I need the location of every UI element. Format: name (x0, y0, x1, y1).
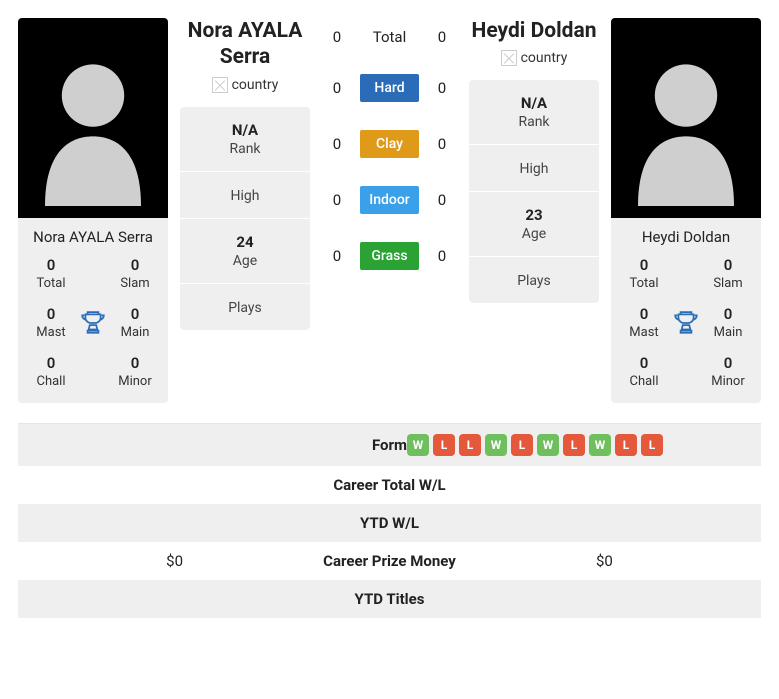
player1-photo (18, 18, 168, 218)
p1-career-prize: $0 (26, 552, 323, 570)
player1-info: Nora AYALA Serra country N/ARank High 24… (180, 18, 310, 330)
h2h-clay-right: 0 (427, 135, 457, 153)
row-ytd-wl-label: YTD W/L (360, 514, 419, 532)
h2h-indoor-right: 0 (427, 191, 457, 209)
p2-titles-slam: 0Slam (701, 256, 755, 291)
p1-age: 24Age (180, 218, 310, 283)
h2h-grass-left: 0 (322, 247, 352, 265)
p2-high: High (469, 144, 599, 191)
p2-titles-mast: 0Mast (617, 305, 671, 340)
p2-titles-minor: 0Minor (701, 354, 755, 389)
h2h-hard-right: 0 (427, 79, 457, 97)
p2-titles-chall: 0Chall (617, 354, 671, 389)
form-badge[interactable]: L (641, 434, 663, 456)
p1-titles-main: 0Main (108, 305, 162, 340)
p1-titles-minor: 0Minor (108, 354, 162, 389)
player1-card: Nora AYALA Serra 0Total 0Slam 0Mast 0Mai… (18, 18, 168, 403)
player2-info: Heydi Doldan country N/ARank High 23Age … (469, 18, 599, 303)
p2-plays: Plays (469, 256, 599, 303)
player1-country: country (180, 77, 310, 93)
h2h-column: 0 Total 0 0 Hard 0 0 Clay 0 0 Indoor 0 0 (322, 18, 457, 298)
form-badge[interactable]: L (511, 434, 533, 456)
p1-high: High (180, 171, 310, 218)
h2h-clay-left: 0 (322, 135, 352, 153)
form-badge[interactable]: L (459, 434, 481, 456)
compare-table: Form WLLWLWLWLL Career Total W/L YTD W/L… (18, 423, 761, 618)
player1-heading[interactable]: Nora AYALA Serra (180, 18, 310, 71)
form-badge[interactable]: W (537, 434, 559, 456)
surface-grass[interactable]: Grass (360, 242, 419, 270)
player2-card: Heydi Doldan 0Total 0Slam 0Mast 0Main 0C… (611, 18, 761, 403)
h2h-total-right: 0 (427, 28, 457, 46)
row-form-label: Form (372, 436, 407, 454)
player2-country: country (469, 50, 599, 66)
trophy-icon (78, 305, 108, 340)
player2-name: Heydi Doldan (611, 218, 761, 256)
p1-titles-chall: 0Chall (24, 354, 78, 389)
h2h-indoor-left: 0 (322, 191, 352, 209)
form-badge[interactable]: L (615, 434, 637, 456)
player2-heading[interactable]: Heydi Doldan (469, 18, 599, 44)
surface-indoor[interactable]: Indoor (360, 186, 419, 214)
form-badge[interactable]: L (433, 434, 455, 456)
p1-titles-total: 0Total (24, 256, 78, 291)
trophy-icon (671, 305, 701, 340)
p1-titles-mast: 0Mast (24, 305, 78, 340)
p1-titles-slam: 0Slam (108, 256, 162, 291)
h2h-total-label: Total (360, 28, 419, 46)
row-ytd-titles-label: YTD Titles (355, 590, 425, 608)
form-badge[interactable]: L (563, 434, 585, 456)
p2-titles-main: 0Main (701, 305, 755, 340)
h2h-hard-left: 0 (322, 79, 352, 97)
form-badge[interactable]: W (485, 434, 507, 456)
p2-career-prize: $0 (456, 552, 753, 570)
surface-clay[interactable]: Clay (360, 130, 419, 158)
row-career-wl-label: Career Total W/L (333, 476, 445, 494)
p2-form: WLLWLWLWLL (407, 434, 753, 456)
p2-rank: N/ARank (469, 80, 599, 144)
p1-plays: Plays (180, 283, 310, 330)
h2h-total-left: 0 (322, 28, 352, 46)
row-career-prize-label: Career Prize Money (323, 552, 456, 570)
p1-rank: N/ARank (180, 107, 310, 171)
player1-name: Nora AYALA Serra (18, 218, 168, 256)
form-badge[interactable]: W (589, 434, 611, 456)
p2-titles-total: 0Total (617, 256, 671, 291)
player2-photo (611, 18, 761, 218)
form-badge[interactable]: W (407, 434, 429, 456)
h2h-grass-right: 0 (427, 247, 457, 265)
surface-hard[interactable]: Hard (360, 74, 419, 102)
p2-age: 23Age (469, 191, 599, 256)
